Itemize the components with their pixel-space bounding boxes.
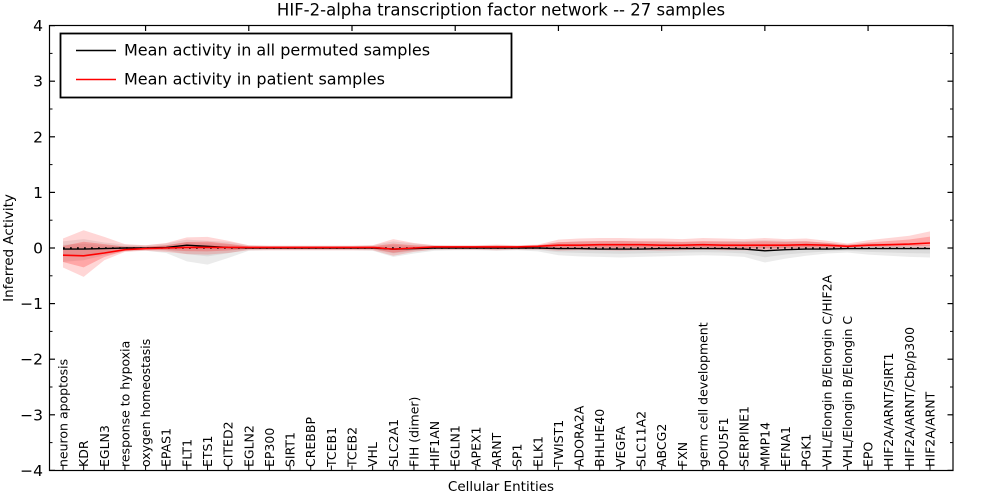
x-category-label: TWIST1: [551, 420, 566, 468]
x-category-label: KDR: [76, 440, 91, 467]
x-category-label: HIF1AN: [427, 421, 442, 467]
patient-samples-range-outer-band: [63, 230, 930, 277]
x-category-label: germ cell development: [695, 322, 710, 467]
x-category-label: EGLN2: [241, 425, 256, 467]
x-category-label: SLC11A2: [634, 411, 649, 467]
y-tick-label: −1: [20, 295, 43, 313]
legend-label-patient: Mean activity in patient samples: [124, 70, 385, 89]
x-category-label: EPAS1: [159, 428, 174, 467]
legend: Mean activity in all permuted samples Me…: [59, 32, 513, 99]
x-category-label: ARNT: [489, 432, 504, 467]
x-category-label: neuron apoptosis: [56, 359, 71, 467]
series-lines-layer: [62, 242, 931, 257]
x-category-label: CREBBP: [303, 417, 318, 467]
x-category-label: FIH (dimer): [406, 397, 421, 467]
x-category-label: SLC2A1: [386, 419, 401, 467]
x-category-label: TCEB1: [324, 427, 339, 468]
x-category-label: TCEB2: [345, 427, 360, 468]
legend-label-permuted: Mean activity in all permuted samples: [124, 41, 430, 60]
y-tick-label: 3: [33, 73, 43, 91]
series-line-patient: [62, 242, 931, 257]
x-category-label: ADORA2A: [572, 405, 587, 467]
chart-title: HIF-2-alpha transcription factor network…: [277, 1, 725, 20]
x-category-label: SP1: [510, 444, 525, 467]
y-tick-label: −2: [20, 351, 43, 369]
x-category-label: oxygen homeostasis: [138, 339, 153, 467]
y-tick-label: 0: [33, 240, 43, 258]
x-category-label: ELK1: [530, 436, 545, 467]
y-axis-label: Inferred Activity: [1, 194, 17, 302]
x-category-label: EFNA1: [778, 426, 793, 467]
legend-box: [59, 32, 513, 99]
x-category-label: HIF2A/ARNT/Cbp/p300: [902, 327, 917, 467]
x-category-label: VHL: [365, 442, 380, 467]
x-category-label: EGLN3: [97, 425, 112, 467]
x-category-label: VHL/Elongin B/Elongin C/HIF2A: [819, 274, 834, 467]
series-line-permuted: [63, 244, 930, 252]
x-category-label: SIRT1: [283, 432, 298, 467]
y-tick-label: 2: [33, 128, 43, 146]
x-category-label: MMP14: [757, 422, 772, 467]
x-category-label: FLT1: [179, 439, 194, 467]
x-category-label: VHL/Elongin B/Elongin C: [840, 316, 855, 467]
x-category-label: FXN: [675, 442, 690, 467]
x-category-label: VEGFA: [613, 426, 628, 467]
x-category-label: PGK1: [799, 434, 814, 467]
y-tick-label: −3: [20, 406, 43, 424]
x-category-label: ABCG2: [654, 424, 669, 467]
permuted-samples-range-inner-band: [63, 242, 930, 258]
x-axis-label: Cellular Entities: [448, 479, 554, 495]
y-tick-label: 1: [33, 184, 43, 202]
x-category-label: EP300: [262, 428, 277, 467]
x-category-labels-layer: neuron apoptosis KDR EGLN3 response to hypo…: [56, 274, 938, 468]
y-tick-label: −4: [20, 462, 43, 480]
x-category-label: SERPINE1: [737, 406, 752, 467]
x-category-label: APEX1: [468, 426, 483, 467]
y-tick-label: 4: [33, 17, 43, 35]
x-category-label: BHLHE40: [592, 409, 607, 467]
y-tick-labels-layer: 4 3 2 1 0 −1 −2 −3 −4: [20, 17, 43, 480]
x-category-label: ETS1: [200, 436, 215, 467]
x-category-label: HIF2A/ARNT/SIRT1: [881, 353, 896, 467]
x-category-label: EGLN1: [448, 425, 463, 467]
x-category-label: POU5F1: [716, 417, 731, 467]
x-category-label: EPO: [861, 442, 876, 467]
axis-ticks-layer: [49, 25, 953, 471]
x-category-label: CITED2: [221, 421, 236, 467]
x-category-label: HIF2A/ARNT: [923, 391, 938, 467]
x-category-label: response to hypoxia: [117, 341, 132, 467]
